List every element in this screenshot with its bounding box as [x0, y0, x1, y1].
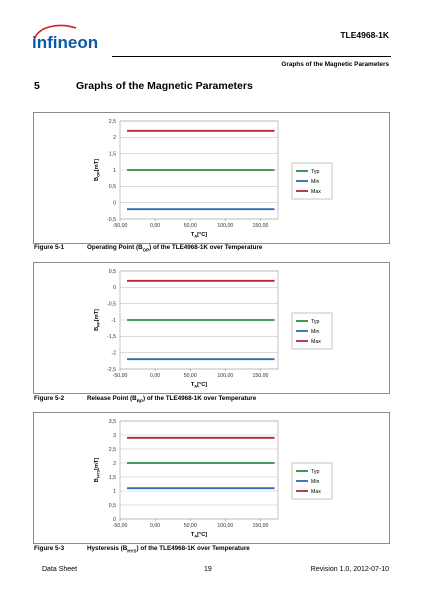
y-tick-label: 2,5 [109, 119, 116, 125]
plot-area [119, 120, 279, 220]
x-tick-label: -50,00 [113, 223, 128, 229]
x-tick-label: 0,00 [150, 223, 160, 229]
x-tick-label: 150,00 [253, 373, 269, 379]
y-tick-label: 3 [113, 433, 116, 439]
legend-label-max: Max [311, 489, 321, 495]
y-tick-label: -0,5 [107, 217, 116, 223]
release-point-chart: 0,5 0 -0,5 -1 -1,5 -2 -2,5-50,00 0,00 50,00 100,0… [94, 269, 333, 389]
figure-number-3: Figure 5-3 [34, 545, 65, 552]
y-tick-label: 0,5 [109, 269, 116, 275]
hysteresis-chart: 3,5 3 2,5 2 1,5 1 0,5 0-50,00 0,00 50,00 100,00 150… [94, 419, 333, 539]
caption-sub: RP [136, 398, 143, 404]
y-tick-label: 1 [113, 168, 116, 174]
y-tick-label: -1,5 [107, 334, 116, 340]
legend-label-min: Min [311, 329, 319, 335]
footer-page-number: 19 [204, 566, 212, 573]
y-tick-label: 0 [113, 285, 116, 291]
y-axis-label: BOP[mT] [94, 159, 101, 181]
legend-label-typ: Typ [311, 169, 319, 175]
caption-tail: ) of the TLE4968-1K over Temperature [136, 545, 250, 552]
plot-area [119, 420, 279, 520]
footer-revision: Revision 1.0, 2012-07-10 [310, 566, 389, 573]
header-rule [112, 56, 391, 57]
x-tick-label: -50,00 [113, 373, 128, 379]
y-tick-label: 2 [113, 135, 116, 141]
legend-label-typ: Typ [311, 319, 319, 325]
legend-label-typ: Typ [311, 469, 319, 475]
y-tick-label: 2,5 [109, 447, 116, 453]
logo-text: infineon [32, 33, 98, 52]
x-tick-label: 50,00 [184, 523, 197, 529]
caption-sub: OP [142, 247, 150, 253]
y-tick-label: -2,5 [107, 367, 116, 373]
x-axis-label: TA[°C] [191, 532, 207, 539]
y-tick-label: -2 [111, 350, 116, 356]
caption-sub: HYS [127, 548, 137, 554]
infineon-logo: infineon [32, 24, 98, 52]
x-tick-label: 50,00 [184, 373, 197, 379]
y-tick-label: 0,5 [109, 184, 116, 190]
footer-doc-type: Data Sheet [42, 566, 78, 573]
y-axis-label: BRP[mT] [94, 309, 101, 331]
logo-arc [33, 24, 77, 42]
figure-caption-2: Release Point (BRP) of the TLE4968-1K ov… [87, 395, 256, 403]
figure-number-1: Figure 5-1 [34, 244, 65, 251]
legend-label-min: Min [311, 479, 319, 485]
x-tick-label: 0,00 [150, 373, 160, 379]
plot-area [119, 270, 279, 370]
figure-caption-1: Operating Point (BOP) of the TLE4968-1K … [87, 244, 262, 252]
legend-label-max: Max [311, 189, 321, 195]
y-tick-label: 3,5 [109, 419, 116, 425]
legend-label-min: Min [311, 179, 319, 185]
x-tick-label: 100,00 [217, 223, 233, 229]
figure-number-2: Figure 5-2 [34, 395, 65, 402]
chart-frame-2: 0,5 0 -0,5 -1 -1,5 -2 -2,5 -50,00 0,00 50,00 100,0… [33, 262, 390, 394]
y-tick-label: 0 [113, 200, 116, 206]
x-axis-label: TA[°C] [191, 382, 207, 389]
section-number: 5 [34, 80, 40, 92]
x-tick-label: 150,00 [253, 523, 269, 529]
x-tick-label: 150,00 [253, 223, 269, 229]
caption-text: Hysteresis (B [87, 545, 128, 552]
chart-frame-1: 2,5 2 1,5 1 0,5 0 -0,5 -50,00 0,00 50,00 100,00 150… [33, 112, 390, 244]
caption-text: Release Point (B [87, 395, 137, 402]
caption-tail: ) of the TLE4968-1K over Temperature [142, 395, 257, 402]
section-title: Graphs of the Magnetic Parameters [76, 80, 253, 92]
x-tick-label: 100,00 [217, 523, 233, 529]
y-tick-label: 0,5 [109, 503, 116, 509]
x-tick-label: 50,00 [184, 223, 197, 229]
y-tick-label: -0,5 [107, 301, 116, 307]
chart-frame-3: 3,5 3 2,5 2 1,5 1 0,5 0 -50,00 0,00 50,00 100,00 150… [33, 412, 390, 544]
caption-text: Operating Point (B [87, 244, 143, 251]
x-tick-label: 0,00 [150, 523, 160, 529]
y-tick-label: 1 [113, 489, 116, 495]
y-axis-label: BHYS[mT] [94, 458, 101, 483]
x-tick-label: -50,00 [113, 523, 128, 529]
caption-tail: ) of the TLE4968-1K over Temperature [149, 244, 263, 251]
y-tick-label: 0 [113, 517, 116, 523]
x-axis-label: TA[°C] [191, 232, 207, 239]
legend-label-max: Max [311, 339, 321, 345]
y-tick-label: 1,5 [109, 475, 116, 481]
x-tick-label: 100,00 [217, 373, 233, 379]
figure-caption-3: Hysteresis (BHYS) of the TLE4968-1K over… [87, 545, 250, 553]
document-title: TLE4968-1K [340, 30, 389, 40]
operating-point-chart: 2,5 2 1,5 1 0,5 0 -0,5-50,00 0,00 50,00 100,00 150… [94, 119, 333, 239]
running-section-header: Graphs of the Magnetic Parameters [281, 61, 389, 68]
y-tick-label: 1,5 [109, 151, 116, 157]
y-tick-label: 2 [113, 461, 116, 467]
y-tick-label: -1 [111, 318, 116, 324]
